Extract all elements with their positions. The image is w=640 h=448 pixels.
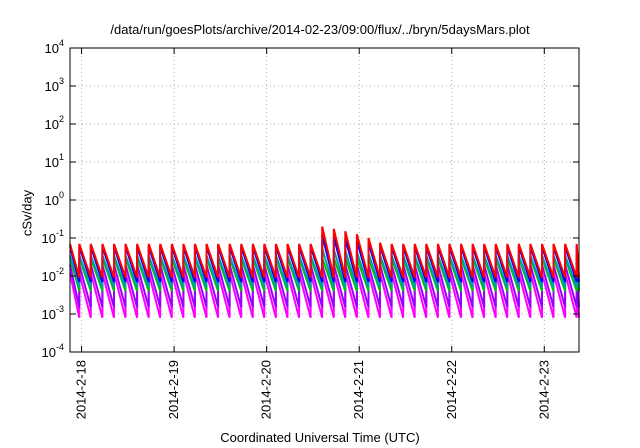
y-tick-label: 10-2 (42, 266, 64, 284)
x-axis-label: Coordinated Universal Time (UTC) (220, 430, 420, 445)
y-tick-label: 101 (45, 152, 64, 170)
y-tick-label: 10-3 (42, 304, 64, 322)
x-tick-label: 2014-2-21 (351, 360, 366, 419)
y-tick-label: 103 (45, 76, 64, 94)
series-line (69, 226, 580, 279)
y-tick-label: 104 (45, 38, 64, 56)
series-layer (69, 226, 580, 318)
axes-layer: 10-4 10-3 10-2 10-1 100 101 102 103 104 2014-2-18… (42, 38, 580, 419)
x-tick-label: 2014-2-18 (74, 360, 89, 419)
series-line (69, 264, 580, 308)
y-tick-label: 102 (45, 114, 64, 132)
y-tick-label: 10-4 (42, 342, 64, 360)
y-tick-label: 10-1 (42, 228, 64, 246)
x-tick-label: 2014-2-23 (536, 360, 551, 419)
plot-frame (69, 47, 580, 353)
y-tick-label: 100 (45, 190, 64, 208)
series-line (69, 272, 580, 318)
chart-title: /data/run/goesPlots/archive/2014-02-23/0… (110, 22, 530, 37)
x-tick-label: 2014-2-20 (259, 360, 274, 419)
series-line (69, 248, 580, 288)
x-tick-label: 2014-2-19 (166, 360, 181, 419)
x-tick-label: 2014-2-22 (444, 360, 459, 419)
